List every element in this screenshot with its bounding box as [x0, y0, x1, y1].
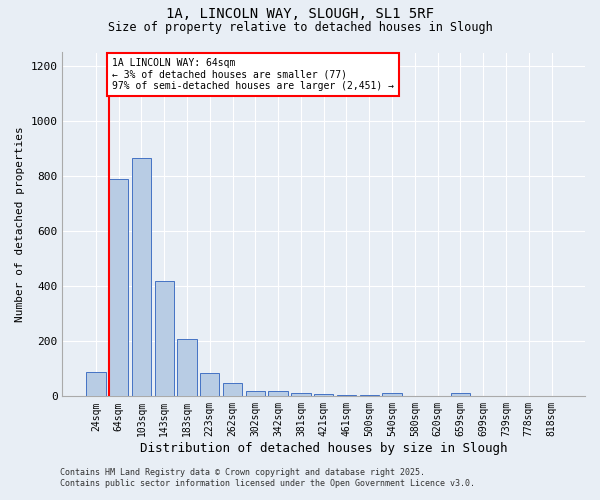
Text: Contains HM Land Registry data © Crown copyright and database right 2025.
Contai: Contains HM Land Registry data © Crown c…: [60, 468, 475, 487]
Bar: [382, 393, 402, 396]
Bar: [86, 372, 106, 396]
Bar: [200, 373, 220, 396]
X-axis label: Distribution of detached houses by size in Slough: Distribution of detached houses by size …: [140, 442, 508, 455]
Bar: [291, 393, 311, 396]
Bar: [268, 391, 288, 396]
Text: 1A LINCOLN WAY: 64sqm
← 3% of detached houses are smaller (77)
97% of semi-detac: 1A LINCOLN WAY: 64sqm ← 3% of detached h…: [112, 58, 394, 91]
Bar: [178, 338, 197, 396]
Bar: [109, 179, 128, 396]
Text: 1A, LINCOLN WAY, SLOUGH, SL1 5RF: 1A, LINCOLN WAY, SLOUGH, SL1 5RF: [166, 8, 434, 22]
Bar: [314, 394, 334, 396]
Bar: [155, 281, 174, 396]
Bar: [359, 395, 379, 396]
Y-axis label: Number of detached properties: Number of detached properties: [15, 126, 25, 322]
Bar: [223, 382, 242, 396]
Bar: [132, 158, 151, 396]
Bar: [451, 393, 470, 396]
Text: Size of property relative to detached houses in Slough: Size of property relative to detached ho…: [107, 21, 493, 34]
Bar: [245, 391, 265, 396]
Bar: [337, 395, 356, 396]
